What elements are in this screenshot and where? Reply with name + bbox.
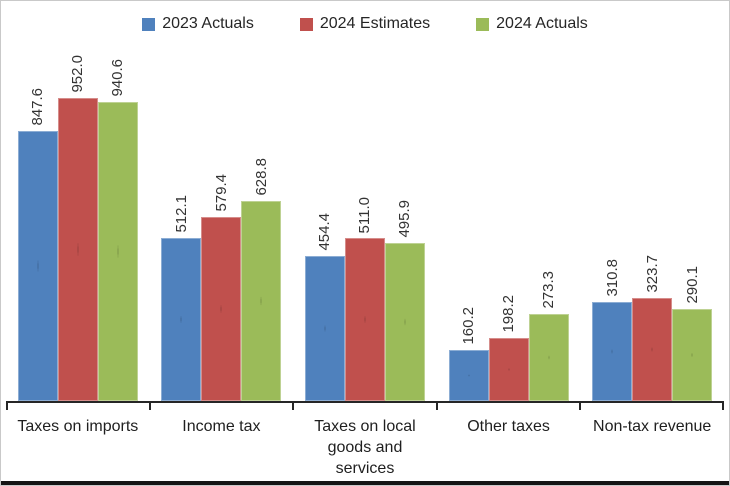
- bar: [161, 238, 202, 401]
- bar-column: 511.0: [344, 196, 385, 401]
- category-label: Income tax: [182, 418, 261, 435]
- bar-column: 628.8: [241, 158, 282, 401]
- bar: [632, 298, 673, 401]
- legend-swatch-icon: [299, 17, 313, 31]
- x-axis-tick: [578, 403, 725, 410]
- bar-column: 454.4: [304, 213, 345, 401]
- bar-value-label: 495.9: [396, 200, 414, 238]
- bar-value-label: 273.3: [540, 271, 558, 309]
- legend-swatch-icon: [142, 17, 156, 31]
- bar-value-label: 454.4: [316, 213, 334, 251]
- bar-column: 579.4: [201, 174, 242, 401]
- category-label: Taxes on imports: [17, 418, 139, 435]
- bar-column: 952.0: [57, 55, 98, 401]
- bar-value-label: 198.2: [500, 295, 518, 333]
- x-axis-tick: [149, 403, 292, 410]
- category-label: Taxes on local goods and services: [314, 418, 416, 477]
- bar-value-label: 579.4: [212, 174, 230, 212]
- x-axis-tick: [6, 403, 149, 410]
- bar-group: 454.4 511.0 495.9: [293, 197, 437, 401]
- x-axis-tick: [292, 403, 435, 410]
- bar: [17, 131, 58, 401]
- bar-column: 290.1: [672, 266, 713, 401]
- bar-value-label: 512.1: [172, 195, 190, 233]
- bottom-edge: [1, 481, 729, 485]
- bar-column: 847.6: [17, 88, 58, 401]
- legend-label: 2024 Estimates: [319, 15, 431, 32]
- x-axis-tick: [435, 403, 579, 410]
- legend-swatch-icon: [476, 17, 490, 31]
- bar-value-label: 160.2: [460, 307, 478, 345]
- bar: [201, 217, 242, 401]
- legend-item: 2023 Actuals: [142, 15, 254, 33]
- bar-value-label: 952.0: [69, 55, 87, 93]
- bar-value-label: 310.8: [603, 259, 621, 297]
- bar-column: 495.9: [384, 200, 425, 401]
- legend-label: 2023 Actuals: [162, 15, 254, 32]
- plot-area: 847.6 952.0 940.6 512.1 579.4 628.8 454.4 511.0…: [1, 43, 729, 401]
- bar-column: 940.6: [97, 59, 138, 401]
- bar-column: 310.8: [592, 259, 633, 401]
- bar: [592, 302, 633, 401]
- bar-column: 512.1: [161, 195, 202, 401]
- bar: [57, 98, 98, 401]
- bar: [672, 309, 713, 401]
- bar-group: 512.1 579.4 628.8: [150, 158, 294, 401]
- bar-value-label: 628.8: [252, 158, 270, 196]
- bar-column: 198.2: [488, 295, 529, 401]
- legend: 2023 Actuals 2024 Estimates 2024 Actuals: [1, 1, 729, 43]
- bar: [304, 256, 345, 401]
- bar: [241, 201, 282, 401]
- bar-group: 160.2 198.2 273.3: [437, 271, 581, 401]
- bar-group: 847.6 952.0 940.6: [6, 55, 150, 401]
- legend-item: 2024 Estimates: [299, 15, 431, 33]
- category-label: Non-tax revenue: [593, 418, 712, 435]
- bar-column: 273.3: [528, 271, 569, 401]
- bar-value-label: 511.0: [356, 196, 374, 233]
- bar-value-label: 323.7: [643, 255, 661, 293]
- bar: [488, 338, 529, 401]
- x-axis-ticks: [6, 403, 725, 410]
- bar-column: 160.2: [448, 307, 489, 401]
- x-axis-labels: Taxes on imports Income tax Taxes on local…: [6, 416, 724, 479]
- bar: [97, 102, 138, 401]
- bar-value-label: 290.1: [683, 266, 701, 304]
- bar: [528, 314, 569, 401]
- bar-value-label: 940.6: [109, 59, 127, 97]
- legend-label: 2024 Actuals: [496, 15, 588, 32]
- bar-column: 323.7: [632, 255, 673, 401]
- bar: [448, 350, 489, 401]
- x-axis-line: [6, 401, 724, 403]
- bar: [344, 238, 385, 401]
- bar-value-label: 847.6: [29, 88, 47, 126]
- bar: [384, 243, 425, 401]
- legend-item: 2024 Actuals: [476, 15, 588, 33]
- bar-group: 310.8 323.7 290.1: [580, 255, 724, 401]
- category-label: Other taxes: [467, 418, 550, 435]
